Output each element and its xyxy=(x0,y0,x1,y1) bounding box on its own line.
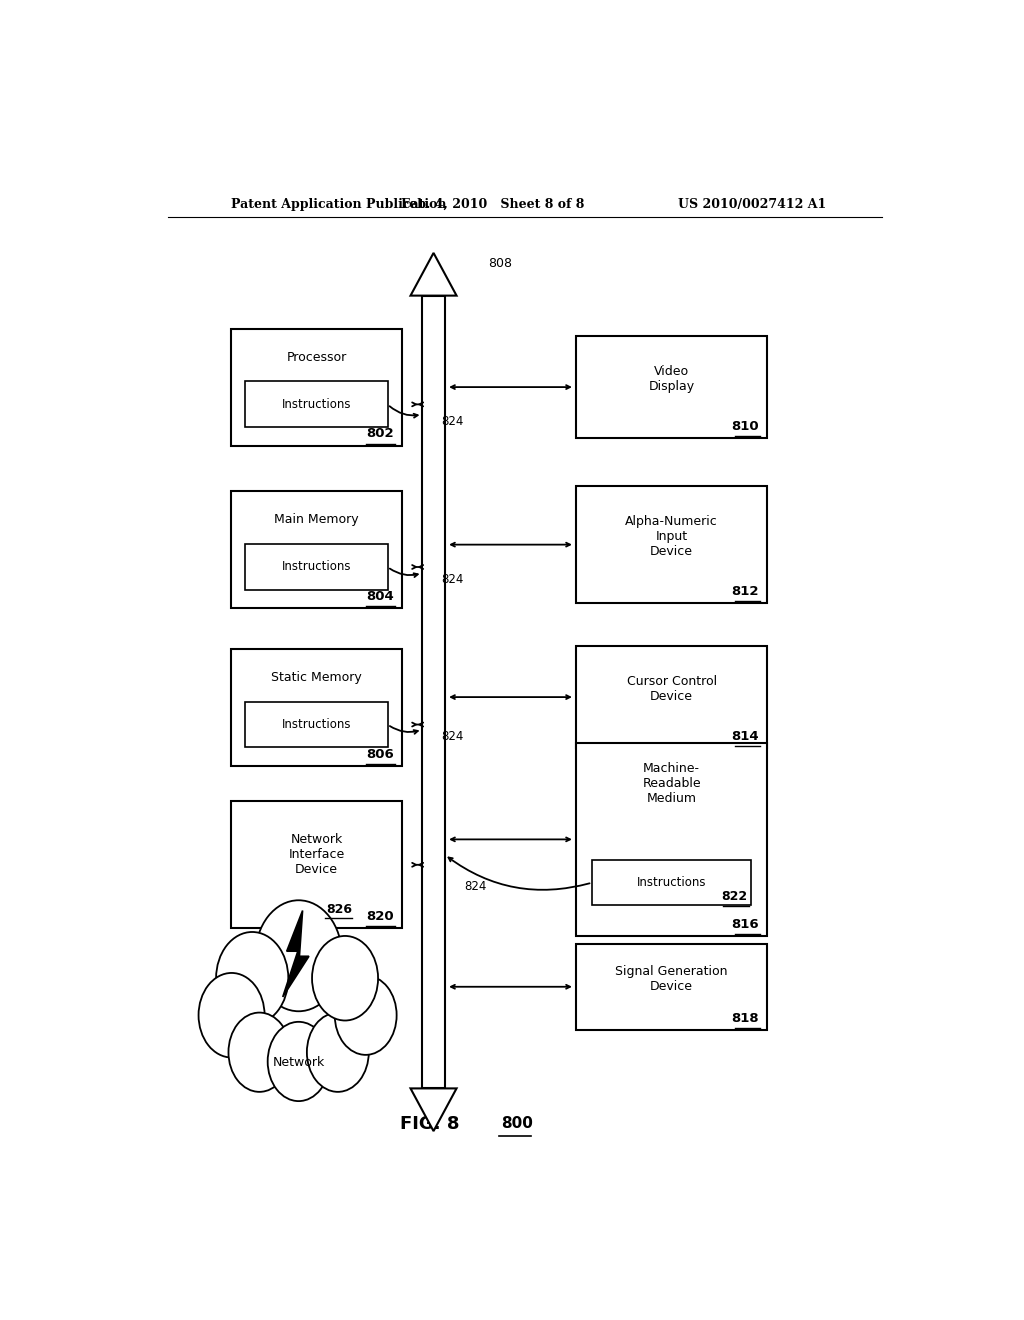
Text: 824: 824 xyxy=(465,880,486,894)
Text: 802: 802 xyxy=(367,428,394,441)
Text: 810: 810 xyxy=(731,420,759,433)
Circle shape xyxy=(216,932,289,1024)
Text: Main Memory: Main Memory xyxy=(274,513,358,527)
Text: 812: 812 xyxy=(731,585,759,598)
Text: Video
Display: Video Display xyxy=(648,364,694,393)
Text: Feb. 4, 2010   Sheet 8 of 8: Feb. 4, 2010 Sheet 8 of 8 xyxy=(401,198,585,211)
Text: Alpha-Numeric
Input
Device: Alpha-Numeric Input Device xyxy=(626,515,718,558)
Bar xyxy=(246,544,387,590)
Text: Network: Network xyxy=(272,1056,325,1069)
Text: Machine-
Readable
Medium: Machine- Readable Medium xyxy=(642,762,701,805)
Text: Processor: Processor xyxy=(287,351,346,363)
Text: 800: 800 xyxy=(501,1117,532,1131)
Bar xyxy=(577,647,767,748)
Bar xyxy=(592,859,751,906)
Circle shape xyxy=(312,936,378,1020)
Circle shape xyxy=(255,900,342,1011)
Bar xyxy=(231,491,401,609)
Circle shape xyxy=(307,1012,369,1092)
Bar xyxy=(231,329,401,446)
Text: 804: 804 xyxy=(367,590,394,603)
Text: 806: 806 xyxy=(367,747,394,760)
Bar xyxy=(577,486,767,603)
Bar xyxy=(577,337,767,438)
Circle shape xyxy=(267,1022,330,1101)
Text: Static Memory: Static Memory xyxy=(271,671,361,684)
Text: Instructions: Instructions xyxy=(637,876,707,890)
Text: Instructions: Instructions xyxy=(282,561,351,573)
Bar xyxy=(231,801,401,928)
Text: 824: 824 xyxy=(441,730,464,743)
Polygon shape xyxy=(411,253,457,296)
Text: 824: 824 xyxy=(441,573,464,586)
Text: 824: 824 xyxy=(441,414,464,428)
Bar xyxy=(231,649,401,766)
Bar xyxy=(246,702,387,747)
Bar xyxy=(577,944,767,1030)
Text: 820: 820 xyxy=(367,911,394,923)
Bar xyxy=(423,296,444,1089)
Text: Instructions: Instructions xyxy=(282,397,351,411)
Text: 814: 814 xyxy=(731,730,759,743)
Text: 822: 822 xyxy=(721,891,746,903)
Polygon shape xyxy=(411,1089,457,1131)
Bar xyxy=(246,381,387,428)
Text: 818: 818 xyxy=(731,1012,759,1024)
Text: 808: 808 xyxy=(488,256,512,269)
Text: FIG. 8: FIG. 8 xyxy=(399,1115,460,1133)
Text: Cursor Control
Device: Cursor Control Device xyxy=(627,675,717,704)
Circle shape xyxy=(228,1012,291,1092)
Circle shape xyxy=(335,975,396,1055)
Polygon shape xyxy=(283,911,309,997)
Text: Signal Generation
Device: Signal Generation Device xyxy=(615,965,728,993)
Text: 816: 816 xyxy=(731,917,759,931)
Text: US 2010/0027412 A1: US 2010/0027412 A1 xyxy=(678,198,826,211)
Text: 826: 826 xyxy=(327,903,352,916)
Text: Patent Application Publication: Patent Application Publication xyxy=(231,198,446,211)
Text: Instructions: Instructions xyxy=(282,718,351,731)
Circle shape xyxy=(199,973,264,1057)
Text: Network
Interface
Device: Network Interface Device xyxy=(289,833,345,876)
Bar xyxy=(577,743,767,936)
